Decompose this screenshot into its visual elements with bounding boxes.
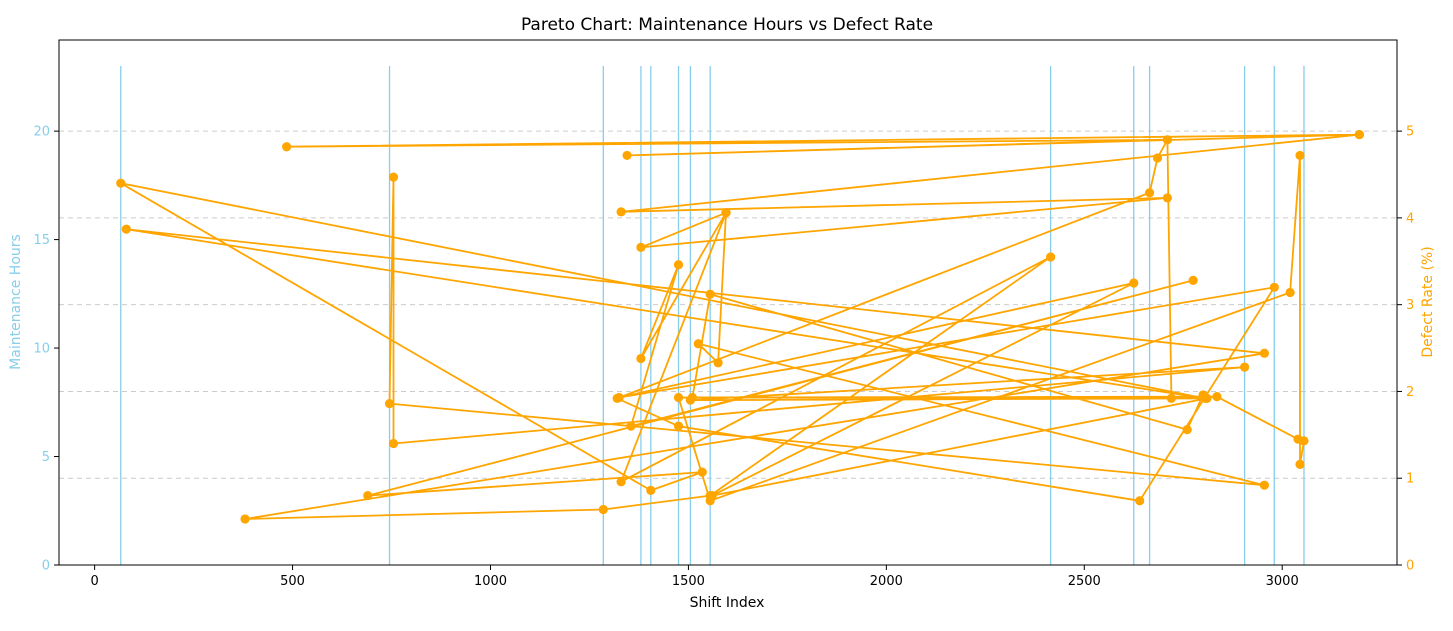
defect-rate-point (646, 485, 656, 495)
defect-rate-point (1129, 278, 1139, 288)
y-right-tick-label: 0 (1406, 559, 1414, 574)
y-right-axis-title: Defect Rate (%) (1420, 246, 1436, 357)
defect-rate-point (282, 142, 292, 152)
x-tick-label: 0 (90, 574, 98, 589)
defect-rate-point (673, 392, 684, 403)
defect-rate-point (693, 339, 703, 349)
defect-rate-point (116, 178, 126, 188)
defect-rate-point (616, 207, 626, 217)
x-axis-title: Shift Index (690, 595, 765, 611)
plot-frame (58, 39, 1398, 566)
defect-rate-point (1046, 252, 1056, 262)
axes: 0 500 1000 1500 2000 2500 3000 0 5 10 15 20 0 1 2 3 4 5 (33, 39, 1414, 589)
y-right-tick-label: 3 (1406, 298, 1414, 313)
defect-rate-point (1212, 392, 1222, 402)
x-tick-label: 2000 (870, 574, 903, 589)
y-right-tick-label: 2 (1406, 385, 1414, 400)
defect-rate-point (240, 514, 250, 524)
defect-rate-point (721, 208, 731, 218)
x-tick-label: 500 (280, 574, 305, 589)
x-tick-label: 2500 (1068, 574, 1101, 589)
defect-rate-point (616, 477, 626, 487)
defect-rate-point (1152, 153, 1163, 163)
y-left-tick-label: 20 (33, 125, 50, 140)
defect-rate-point (1293, 434, 1303, 444)
defect-rate-point (626, 421, 636, 431)
y-right-tick-label: 4 (1406, 211, 1414, 226)
defect-rate-point (636, 353, 646, 364)
defect-rate-point (388, 438, 399, 449)
defect-rate-point (1162, 193, 1173, 203)
defect-rate-point (622, 150, 632, 161)
defect-rate-point (687, 392, 697, 403)
defect-rate-point (673, 421, 684, 431)
defect-rate-point (1285, 287, 1295, 298)
defect-rate-point (1166, 393, 1176, 403)
defect-rate-point (1188, 275, 1198, 285)
defect-rate-point (705, 289, 715, 299)
defect-rate-point (384, 398, 395, 409)
defect-rate-point (1198, 390, 1208, 400)
defect-rate-point (705, 496, 715, 506)
y-left-tick-label: 5 (42, 450, 50, 465)
defect-rate-line (116, 129, 1364, 524)
defect-rate-point (1162, 135, 1173, 145)
gridlines (59, 130, 1397, 479)
defect-rate-point (673, 260, 684, 270)
defect-rate-point (598, 504, 608, 515)
defect-rate-series-line (119, 133, 1361, 520)
defect-rate-point (1354, 129, 1364, 140)
x-tick-label: 1500 (672, 574, 705, 589)
defect-rate-point (1239, 362, 1250, 372)
defect-rate-point (612, 393, 622, 403)
defect-rate-point (363, 490, 373, 501)
defect-rate-point (1259, 348, 1269, 358)
y-left-axis-title: Maintenance Hours (8, 234, 24, 370)
x-tick-label: 1000 (474, 574, 507, 589)
y-left-tick-label: 15 (33, 233, 50, 248)
defect-rate-point (121, 224, 131, 234)
defect-rate-point (713, 358, 723, 368)
y-left-tick-label: 10 (33, 342, 50, 357)
maintenance-hours-bars (120, 66, 1305, 565)
defect-rate-point (1144, 188, 1155, 198)
defect-rate-point (1269, 282, 1279, 292)
defect-rate-point (1295, 459, 1305, 469)
x-tick-label: 3000 (1266, 574, 1299, 589)
defect-rate-point (1259, 480, 1269, 490)
defect-rate-point (1295, 150, 1305, 161)
defect-rate-point (1135, 496, 1145, 506)
defect-rate-point (388, 172, 399, 182)
defect-rate-point (697, 467, 707, 477)
chart-title: Pareto Chart: Maintenance Hours vs Defec… (521, 15, 933, 35)
defect-rate-point (636, 242, 646, 252)
y-right-tick-label: 1 (1406, 472, 1414, 487)
y-left-tick-label: 0 (42, 559, 50, 574)
y-right-tick-label: 5 (1406, 125, 1414, 140)
defect-rate-point (1182, 425, 1192, 435)
